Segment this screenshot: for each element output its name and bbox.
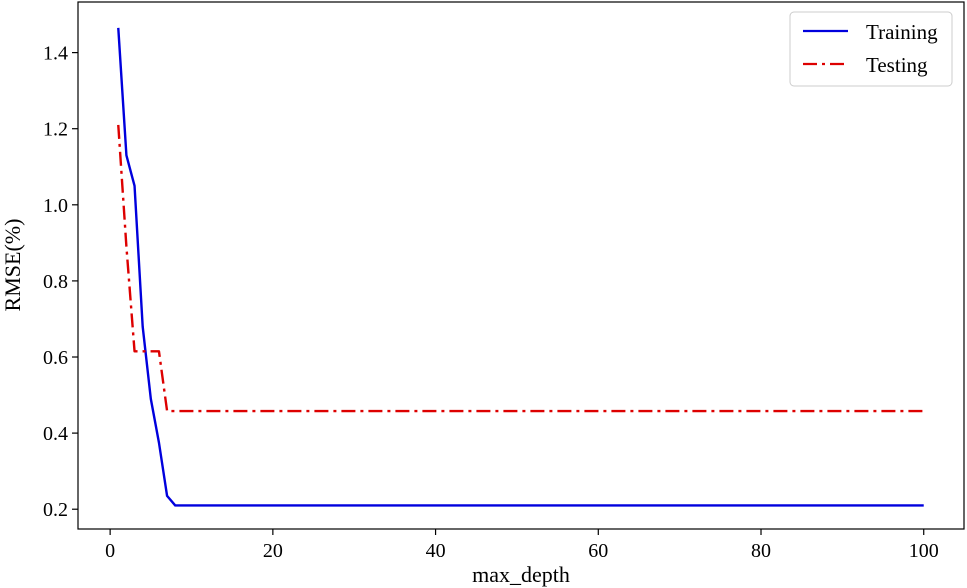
series-layer [117,27,924,507]
legend-label-testing: Testing [866,53,928,77]
x-tick-label: 40 [426,540,446,562]
x-tick-label: 60 [588,540,608,562]
y-axis-label: RMSE(%) [0,219,25,312]
x-tick-label: 100 [909,540,939,562]
y-axis-ticks: 0.2 0.4 0.6 0.8 1.0 1.2 1.4 [43,43,78,521]
y-tick-label: 0.8 [43,271,68,293]
series-line-training [117,27,924,507]
x-axis-ticks: 0 20 40 60 80 100 [105,529,939,562]
x-tick-label: 0 [105,540,115,562]
x-tick-label: 80 [751,540,771,562]
y-tick-label: 0.4 [43,423,68,445]
y-tick-label: 0.6 [43,347,68,369]
y-tick-label: 1.2 [43,119,68,141]
y-tick-label: 1.4 [43,43,68,65]
plot-frame [77,1,965,530]
x-tick-label: 20 [263,540,283,562]
legend: Training Testing [789,11,953,87]
series-line-testing [117,124,924,413]
legend-label-training: Training [866,20,938,44]
y-tick-label: 1.0 [43,195,68,217]
y-tick-label: 0.2 [43,499,68,521]
x-axis-label: max_depth [472,562,570,587]
